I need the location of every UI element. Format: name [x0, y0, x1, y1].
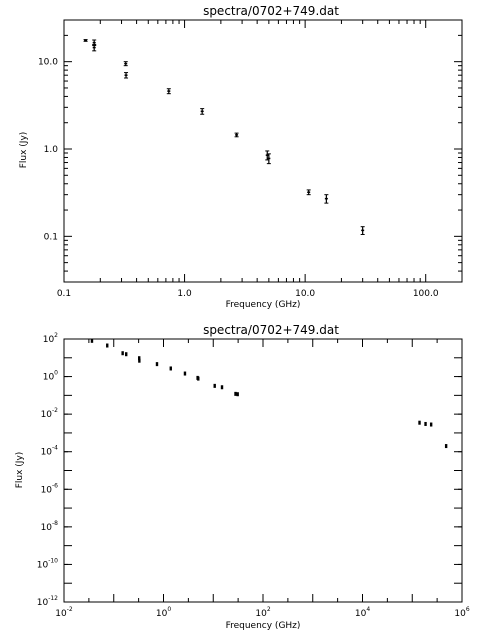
data-point: [266, 153, 271, 165]
y-tick-label: 102: [43, 332, 58, 345]
data-point: [306, 189, 311, 196]
data-point: [236, 392, 239, 397]
x-tick-label: 10-2: [55, 606, 73, 619]
data-point: [324, 194, 329, 204]
x-tick-label: 1.0: [177, 289, 192, 299]
data-point: [418, 420, 421, 425]
y-tick-label: 10-8: [41, 520, 59, 533]
data-point: [123, 61, 128, 67]
data-point: [106, 343, 109, 348]
chart-bottom-ticks: 10-2 100 102 104 106 10-12 10-10 10-8 10-6 10-4 10…: [37, 332, 470, 619]
y-tick-label: 10-6: [41, 482, 59, 495]
chart-bottom-y-axis-label: Flux (Jy): [15, 452, 25, 489]
chart-top-title: spectra/0702+749.dat: [203, 4, 339, 18]
data-point: [200, 108, 205, 115]
y-tick-label: 10-2: [41, 407, 59, 420]
y-tick-label: 1.0: [44, 145, 59, 155]
data-point: [138, 358, 141, 363]
chart-top-x-axis-label: Frequency (GHz): [226, 300, 301, 310]
data-point: [90, 338, 94, 343]
data-point: [155, 362, 159, 367]
x-tick-label: 104: [355, 606, 370, 619]
chart-top-ticks: 0.1 1.0 10.0 100.0 0.1 1.0 10.0: [38, 19, 463, 299]
x-tick-label: 0.1: [57, 289, 71, 299]
chart-bottom-points: [90, 338, 448, 449]
x-tick-label: 100: [156, 606, 171, 619]
x-tick-label: 106: [454, 606, 469, 619]
chart-top-y-axis-label: Flux (Jy): [19, 132, 29, 169]
data-point: [183, 371, 187, 376]
y-tick-label: 10-12: [37, 595, 58, 608]
y-tick-label: 10.0: [38, 58, 58, 68]
chart-bottom-x-axis-label: Frequency (GHz): [226, 621, 301, 631]
chart-bottom-plot-frame: [63, 338, 463, 603]
data-point: [444, 444, 448, 449]
x-tick-label: 102: [255, 606, 270, 619]
y-tick-label: 100: [43, 370, 58, 383]
chart-top-plot-frame: [63, 19, 463, 283]
data-point: [124, 72, 129, 79]
chart-top-points: [83, 39, 365, 235]
data-point: [121, 351, 124, 356]
y-tick-label: 10-10: [37, 557, 58, 570]
x-tick-label: 10.0: [295, 289, 315, 299]
data-point: [138, 356, 141, 361]
y-tick-label: 0.1: [44, 232, 58, 242]
data-point: [197, 376, 200, 381]
x-tick-label: 100.0: [413, 289, 439, 299]
data-point: [234, 391, 237, 396]
data-point: [92, 44, 97, 52]
data-point: [429, 422, 433, 427]
y-tick-label: 10-4: [41, 445, 59, 458]
data-point: [166, 88, 171, 95]
data-point: [360, 226, 365, 235]
data-point: [125, 352, 128, 357]
chart-bottom-title: spectra/0702+749.dat: [203, 323, 339, 337]
data-point: [424, 421, 427, 426]
data-point: [213, 383, 216, 388]
chart-top: spectra/0702+749.dat Frequency (GHz) Flu…: [19, 4, 463, 310]
data-point: [169, 366, 172, 371]
chart-bottom: spectra/0702+749.dat Frequency (GHz) Flu…: [15, 323, 470, 631]
data-point: [83, 39, 88, 42]
data-point: [220, 385, 224, 390]
data-point: [234, 132, 239, 138]
